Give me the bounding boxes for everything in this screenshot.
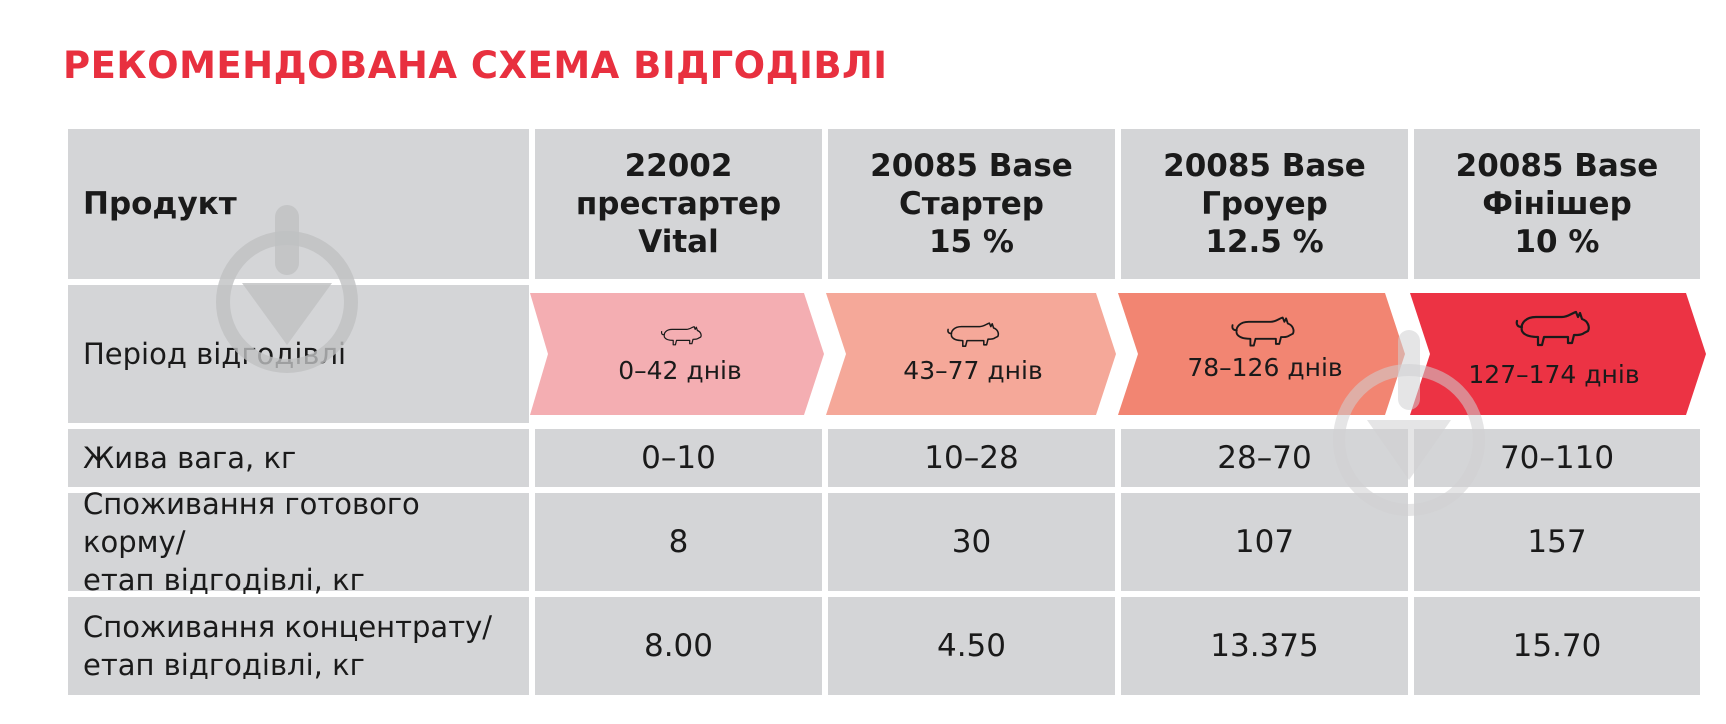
row-label-conc-line2: етап відгодівлі, кг (83, 648, 365, 682)
product-2-line1: 20085 Base (870, 148, 1073, 184)
page-title: РЕКОМЕНДОВАНА СХЕМА ВІДГОДІВЛІ (63, 44, 888, 87)
weight-value-4: 70–110 (1499, 440, 1615, 476)
product-header-2: 20085 Base Стартер 15 % (828, 129, 1115, 279)
row-label-feed-line2: етап відгодівлі, кг (83, 563, 365, 597)
conc-value-2: 4.50 (936, 628, 1007, 664)
weight-value-1: 0–10 (641, 440, 716, 476)
product-header-4: 20085 Base Фінішер 10 % (1414, 129, 1700, 279)
period-chevron-1: 0–42 днів (530, 293, 824, 415)
product-3-line2: Гроуер (1201, 186, 1328, 222)
period-text-1: 0–42 днів (618, 356, 741, 385)
product-header-1: 22002 престартер Vital (535, 129, 822, 279)
product-3-line1: 20085 Base (1163, 148, 1366, 184)
conc-cell-4: 15.70 (1414, 597, 1700, 695)
conc-value-4: 15.70 (1512, 628, 1602, 664)
conc-value-3: 13.375 (1210, 628, 1319, 664)
product-4-line1: 20085 Base (1455, 148, 1659, 184)
weight-cell-3: 28–70 (1121, 429, 1408, 487)
period-text-4: 127–174 днів (1468, 360, 1639, 389)
weight-cell-4: 70–110 (1414, 429, 1700, 487)
feed-cell-1: 8 (535, 493, 822, 591)
period-text-3: 78–126 днів (1187, 353, 1342, 382)
product-1-line3: Vital (638, 224, 719, 260)
row-label-feed-line1: Споживання готового корму/ (83, 487, 420, 559)
period-chevron-3: 78–126 днів (1118, 293, 1405, 415)
weight-cell-1: 0–10 (535, 429, 822, 487)
weight-value-2: 10–28 (924, 440, 1019, 476)
product-1-line2: престартер (575, 186, 782, 222)
row-label-product-text: Продукт (83, 186, 237, 222)
product-4-line2: Фінішер (1482, 186, 1632, 222)
period-text-2: 43–77 днів (903, 356, 1042, 385)
feed-value-4: 157 (1527, 524, 1587, 560)
product-3-line3: 12.5 % (1205, 224, 1324, 260)
row-label-product: Продукт (68, 129, 529, 279)
conc-value-1: 8.00 (643, 628, 714, 664)
conc-cell-2: 4.50 (828, 597, 1115, 695)
row-label-conc-line1: Споживання концентрату/ (83, 610, 493, 644)
feed-value-2: 30 (951, 524, 992, 560)
row-label-period-text: Період відгодівлі (83, 337, 347, 371)
feed-value-3: 107 (1234, 524, 1295, 560)
row-label-period: Період відгодівлі (68, 285, 529, 423)
product-2-line2: Стартер (898, 186, 1044, 222)
product-header-3: 20085 Base Гроуер 12.5 % (1121, 129, 1408, 279)
period-chevron-row: 0–42 днів 43–77 днів 78–126 днів 127–174… (530, 293, 1706, 415)
row-label-feed: Споживання готового корму/ етап відгодів… (68, 487, 529, 597)
product-4-line3: 10 % (1514, 224, 1600, 260)
feed-cell-4: 157 (1414, 493, 1700, 591)
feed-cell-3: 107 (1121, 493, 1408, 591)
conc-cell-3: 13.375 (1121, 597, 1408, 695)
conc-cell-1: 8.00 (535, 597, 822, 695)
row-label-weight-text: Жива вага, кг (83, 441, 297, 475)
product-1-line1: 22002 (624, 148, 733, 184)
feed-value-1: 8 (668, 524, 689, 560)
weight-cell-2: 10–28 (828, 429, 1115, 487)
period-chevron-2: 43–77 днів (826, 293, 1116, 415)
product-2-line3: 15 % (928, 224, 1014, 260)
row-label-weight: Жива вага, кг (68, 429, 529, 487)
period-chevron-4: 127–174 днів (1410, 293, 1706, 415)
row-label-concentrate: Споживання концентрату/ етап відгодівлі,… (68, 597, 529, 695)
feed-cell-2: 30 (828, 493, 1115, 591)
weight-value-3: 28–70 (1217, 440, 1312, 476)
